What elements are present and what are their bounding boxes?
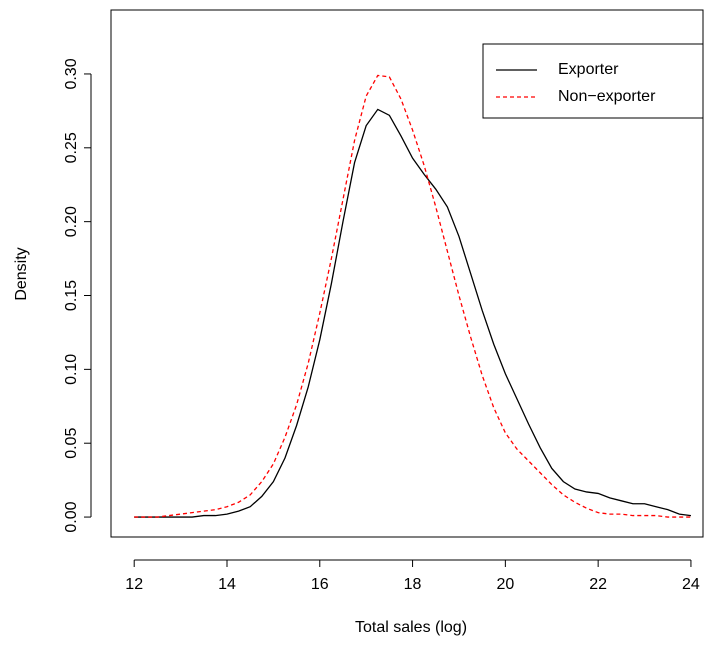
legend-label: Exporter bbox=[558, 61, 619, 78]
y-tick-label: 0.25 bbox=[63, 132, 80, 163]
y-tick-label: 0.10 bbox=[63, 354, 80, 385]
y-tick-label: 0.05 bbox=[63, 428, 80, 459]
x-tick-label: 24 bbox=[682, 576, 700, 593]
x-tick-label: 20 bbox=[496, 576, 514, 593]
y-tick-label: 0.30 bbox=[63, 58, 80, 89]
density-line bbox=[134, 74, 691, 518]
x-tick-label: 22 bbox=[589, 576, 607, 593]
y-tick-label: 0.20 bbox=[63, 206, 80, 237]
y-axis-title: Density bbox=[13, 247, 30, 300]
x-tick-label: 18 bbox=[404, 576, 422, 593]
plot-box bbox=[110, 9, 704, 538]
x-tick-label: 12 bbox=[125, 576, 143, 593]
y-tick-label: 0.15 bbox=[63, 280, 80, 311]
density-line bbox=[134, 108, 692, 518]
y-tick-label: 0.00 bbox=[63, 501, 80, 532]
legend-box bbox=[482, 43, 704, 119]
x-tick-label: 16 bbox=[311, 576, 329, 593]
legend-label: Non−exporter bbox=[558, 88, 656, 105]
x-tick-label: 14 bbox=[218, 576, 236, 593]
x-axis-title: Total sales (log) bbox=[355, 619, 467, 636]
